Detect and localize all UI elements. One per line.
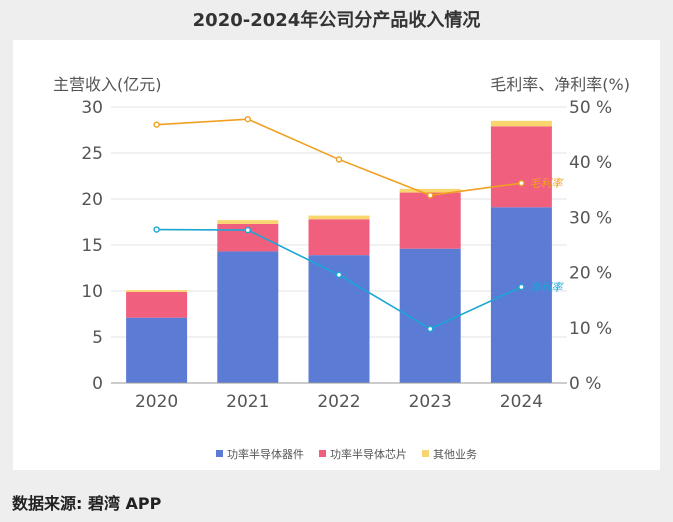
line-point xyxy=(335,271,343,279)
legend-label: 其他业务 xyxy=(433,448,477,461)
x-tick-label: 2021 xyxy=(226,392,269,412)
chart-title: 2020-2024年公司分产品收入情况 xyxy=(192,10,481,31)
line-point xyxy=(518,179,525,187)
bar-segment xyxy=(217,251,279,383)
bar-segment xyxy=(126,291,188,318)
y-axis-title: 主营收入(亿元) xyxy=(53,75,162,94)
y2-tick-label: 50 % xyxy=(569,98,612,118)
bar-segment xyxy=(308,215,370,220)
y2-tick-label: 0 % xyxy=(569,374,601,394)
legend-swatch xyxy=(422,450,429,457)
x-tick-label: 2024 xyxy=(500,392,543,412)
line-point xyxy=(153,121,160,128)
bar-segment xyxy=(126,317,188,383)
bar-segment xyxy=(399,248,461,383)
y-tick-label: 20 xyxy=(81,190,103,210)
line-point xyxy=(244,115,252,123)
x-axis-ticks: 2020 2021 2022 2023 2024 xyxy=(135,392,543,412)
y-tick-label: 5 xyxy=(92,328,103,348)
chart-svg: 主营收入(亿元) 毛利率、净利率(%) 0 5 10 15 20 25 30 0 % 10 %… xyxy=(53,75,630,461)
bar-segment xyxy=(308,219,370,256)
bar-segment xyxy=(490,207,552,383)
bar-segment xyxy=(490,120,552,127)
y-tick-label: 0 xyxy=(92,374,103,394)
chart-panel: 主营收入(亿元) 毛利率、净利率(%) 0 5 10 15 20 25 30 0 % 10 %… xyxy=(13,40,660,470)
bar-segment xyxy=(399,192,461,249)
x-tick-label: 2022 xyxy=(317,392,360,412)
bar-segment xyxy=(126,290,188,292)
y2-axis-title: 毛利率、净利率(%) xyxy=(490,75,630,94)
x-tick-label: 2020 xyxy=(135,392,178,412)
legend-swatch xyxy=(319,450,326,457)
y-tick-label: 10 xyxy=(81,282,103,302)
y-tick-label: 15 xyxy=(81,236,103,256)
y2-axis-ticks: 0 % 10 % 20 % 30 % 40 % 50 % xyxy=(569,98,612,394)
y2-tick-label: 30 % xyxy=(569,208,612,228)
line-point xyxy=(153,226,160,233)
y2-tick-label: 10 % xyxy=(569,319,612,339)
line-point xyxy=(244,226,252,234)
source-note: 数据来源: 碧湾 APP xyxy=(12,494,162,513)
bar-segment xyxy=(490,126,552,208)
line-point xyxy=(427,325,434,333)
bar-segment xyxy=(217,220,279,224)
bar-series xyxy=(126,120,552,383)
line-point xyxy=(518,283,525,291)
bar-segment xyxy=(399,188,461,193)
y-axis-ticks: 0 5 10 15 20 25 30 xyxy=(81,98,103,394)
line-series-label: 毛利率 xyxy=(529,177,564,190)
y-tick-label: 30 xyxy=(81,98,103,118)
y2-tick-label: 20 % xyxy=(569,264,612,284)
x-tick-label: 2023 xyxy=(409,392,452,412)
line-point xyxy=(335,156,343,163)
legend: 功率半导体器件 功率半导体芯片 其他业务 xyxy=(216,447,477,461)
line-point xyxy=(427,192,434,199)
y2-tick-label: 40 % xyxy=(569,153,612,173)
y-tick-label: 25 xyxy=(81,144,103,164)
legend-swatch xyxy=(216,450,223,457)
line-series-label: 净利率 xyxy=(529,281,564,294)
legend-label: 功率半导体芯片 xyxy=(330,447,407,461)
legend-label: 功率半导体器件 xyxy=(227,447,304,461)
